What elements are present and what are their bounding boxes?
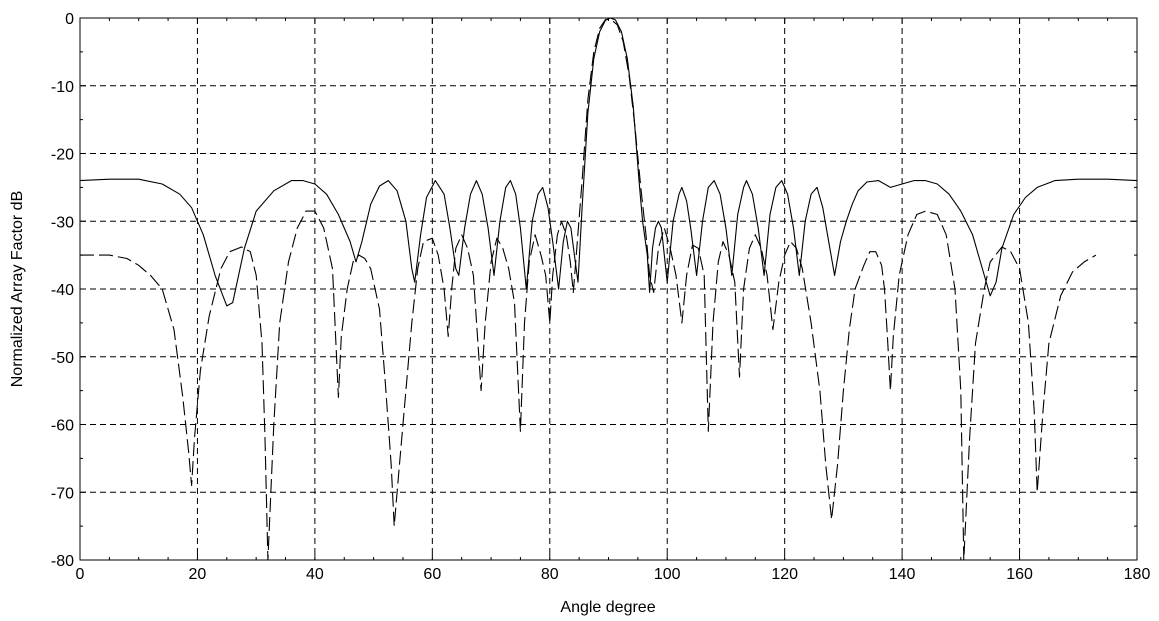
y-axis-label: Normalized Array Factor dB (9, 191, 26, 388)
axis-ticks (79, 17, 1138, 561)
x-tick-label: 120 (771, 566, 798, 583)
y-tick-label: -10 (51, 79, 74, 96)
grid-lines (80, 18, 1137, 560)
x-tick-label: 20 (189, 566, 207, 583)
x-tick-label: 100 (654, 566, 681, 583)
y-tick-label: 0 (65, 11, 74, 28)
y-tick-label: -20 (51, 147, 74, 164)
tick-labels: 0 20 40 60 80 100 120 140 160 180 0 -10 -20 -30 -40 -50… (51, 11, 1151, 583)
y-tick-label: -30 (51, 214, 74, 231)
y-tick-label: -70 (51, 485, 74, 502)
series-line-dashed (80, 18, 1097, 561)
x-tick-label: 140 (889, 566, 916, 583)
y-tick-label: -40 (51, 282, 74, 299)
x-tick-label: 160 (1006, 566, 1033, 583)
x-tick-label: 180 (1124, 566, 1151, 583)
x-tick-label: 0 (76, 566, 85, 583)
y-tick-label: -50 (51, 350, 74, 367)
x-tick-label: 40 (306, 566, 324, 583)
x-tick-label: 80 (541, 566, 559, 583)
series-line-solid (79, 17, 1138, 307)
y-tick-label: -60 (51, 418, 74, 435)
x-tick-label: 60 (423, 566, 441, 583)
x-axis-label: Angle degree (560, 599, 655, 616)
y-tick-label: -80 (51, 553, 74, 570)
plot-background (80, 18, 1137, 560)
series-lines (79, 17, 1138, 561)
